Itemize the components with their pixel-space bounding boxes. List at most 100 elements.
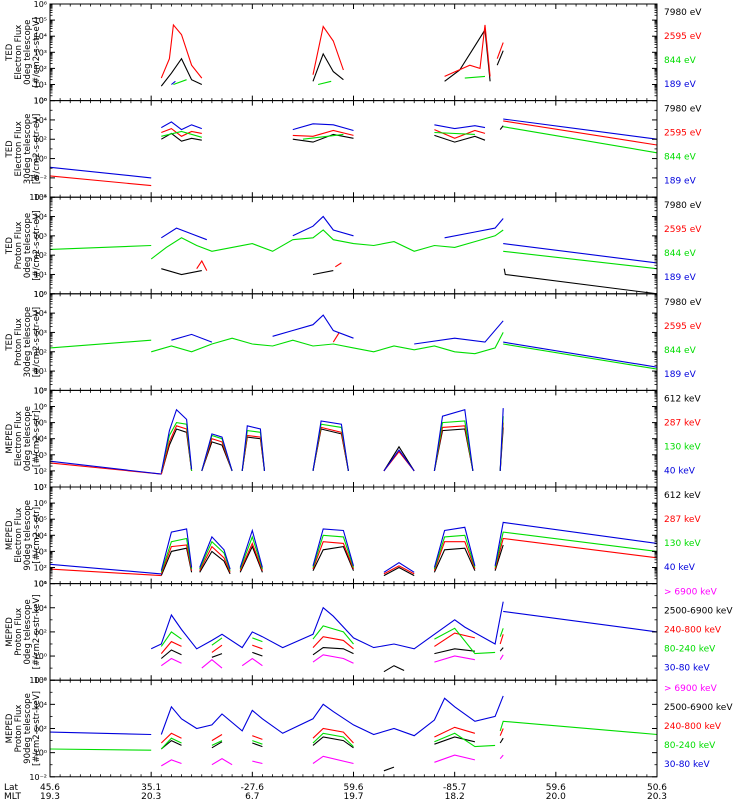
series-line-5-4-3 [201, 433, 233, 472]
y-axis-label: 30deg telescope [23, 307, 33, 378]
series-line-1-1-1 [160, 57, 203, 87]
series-line-1-3-2 [317, 80, 332, 86]
series-line-6-4-7 [433, 526, 476, 568]
legend-entry: 7980 eV [664, 105, 702, 115]
series-line-8-1-1 [161, 759, 182, 767]
y-tick-label: 10¹ [34, 81, 47, 90]
series-line-8-1-5 [434, 754, 476, 763]
series-line-6-2-2 [160, 544, 193, 575]
series-line-5-4-7 [433, 408, 474, 471]
panel-data [50, 314, 657, 370]
series-line-5-4-1 [50, 460, 162, 475]
x-row-value: 35.1 [141, 783, 161, 793]
series-line-8-1-6 [499, 754, 504, 760]
series-line-6-2-4 [239, 541, 263, 571]
series-line-6-1-7 [494, 544, 504, 571]
series-line-2-1-2 [292, 133, 354, 143]
series-line-7-1-4 [312, 654, 354, 664]
series-line-8-4-2 [160, 737, 182, 750]
y-axis-label: Proton Flux [14, 222, 24, 270]
y-tick-label: 10⁰ [34, 749, 47, 758]
panel-data [50, 408, 504, 475]
y-tick-label: 10⁶ [34, 676, 47, 685]
panel-5: 10¹ 10² 10³ 10⁴ 10⁵ 10⁶ 10⁷ MEPED Electron Flux 0… [5, 386, 701, 492]
series-line-7-5-1 [150, 601, 504, 650]
legend-entry: 130 keV [664, 442, 701, 452]
legend-entry: 612 keV [664, 394, 701, 404]
legend-entry: 189 eV [664, 177, 697, 187]
y-tick-label: 10⁴ [34, 700, 47, 709]
panel-data [50, 521, 657, 577]
y-axis-label: [#/cm2-s-str] [32, 507, 42, 564]
legend-entry: 2500-6900 keV [664, 607, 733, 617]
legend-entry: 189 eV [664, 273, 697, 283]
legend-entry: 844 eV [664, 249, 697, 259]
series-line-4-4-3 [414, 320, 504, 345]
y-axis-label: TED [5, 333, 15, 352]
y-axis-label: Proton Flux [14, 608, 24, 656]
y-tick-label: 10³ [34, 547, 47, 556]
y-tick-label: 10⁻² [29, 676, 47, 685]
x-row-value: 20.3 [141, 792, 161, 800]
legend-entry: 30-80 keV [664, 760, 710, 770]
panel-frame [49, 100, 658, 198]
y-tick-label: 10² [34, 348, 47, 357]
series-line-8-1-3 [252, 760, 263, 765]
y-tick-label: 10⁻² [29, 174, 47, 183]
y-axis-label: Electron Flux [14, 411, 24, 466]
legend-entry: 2595 eV [664, 322, 702, 332]
series-line-8-4-7 [499, 720, 657, 736]
y-tick-label: 10⁴ [34, 435, 47, 444]
series-line-6-3-6 [494, 531, 657, 568]
x-row-value: -85.7 [443, 783, 466, 793]
legend-entry: 240-800 keV [664, 626, 722, 636]
series-line-6-3-1 [160, 537, 193, 573]
y-tick-label: 10⁴ [34, 531, 47, 540]
legend-entry: 2595 eV [664, 129, 702, 139]
panel-data [50, 215, 657, 294]
series-line-7-3-2 [211, 644, 223, 653]
series-line-7-1-2 [201, 658, 223, 669]
series-line-7-3-6 [499, 634, 504, 645]
x-axis-annotations: Lat 45.6 35.1 -27.6 59.6 -85.7 59.6 50.6 MLT 19.3… [4, 783, 667, 800]
y-axis-label: [#/cm2-s-str-eV] [32, 210, 42, 280]
series-line-6-2-5 [312, 541, 355, 570]
legend-entry: 30-80 keV [664, 664, 710, 674]
y-axis-label: MEPED [5, 713, 15, 743]
series-line-6-4-5 [312, 528, 355, 567]
y-axis-label: 0deg telescope [23, 213, 33, 278]
series-line-3-1-1 [161, 268, 202, 276]
series-line-7-2-6 [434, 648, 475, 655]
y-axis-label: Electron Flux [14, 25, 24, 80]
series-line-4-4-2 [272, 314, 354, 339]
y-axis-label: Electron Flux [14, 121, 24, 176]
series-line-7-4-3 [252, 637, 263, 643]
y-axis-label: [#/cm2-s-str-eV] [32, 307, 42, 377]
series-line-2-4-4 [434, 124, 486, 130]
series-line-7-3-3 [252, 644, 263, 650]
panel-1: 10⁰ 10¹ 10² 10³ 10⁴ 10⁵ 10⁶ TED Electron Flux 0de… [5, 0, 702, 106]
series-line-8-3-1 [160, 732, 182, 744]
y-tick-label: 10² [34, 564, 47, 573]
series-line-8-5-1 [50, 731, 152, 736]
x-row-label: Lat [4, 783, 19, 793]
series-line-5-4-5 [312, 420, 349, 471]
y-tick-label: 10⁶ [34, 97, 47, 106]
series-line-2-3-3 [434, 131, 475, 135]
series-line-7-2-4 [312, 647, 354, 656]
panel-data [50, 695, 657, 772]
panel-frame [49, 679, 658, 778]
y-axis-label: Proton Flux [14, 318, 24, 366]
legend-entry: > 6900 keV [664, 588, 718, 598]
legend-entry: 7980 eV [664, 201, 702, 211]
y-tick-label: 10² [34, 628, 47, 637]
legend-entry: 240-800 keV [664, 722, 722, 732]
series-line-4-4-1 [171, 333, 213, 343]
series-line-2-1-4 [499, 125, 504, 130]
series-line-6-1-3 [239, 545, 263, 573]
y-tick-label: 10⁶ [34, 499, 47, 508]
y-tick-label: 10³ [34, 48, 47, 57]
legend-entry: 287 keV [664, 515, 701, 525]
panel-3: 10⁰ 10¹ 10² 10³ 10⁴ 10⁵ TED Proton Flux 0deg tel… [5, 193, 702, 299]
